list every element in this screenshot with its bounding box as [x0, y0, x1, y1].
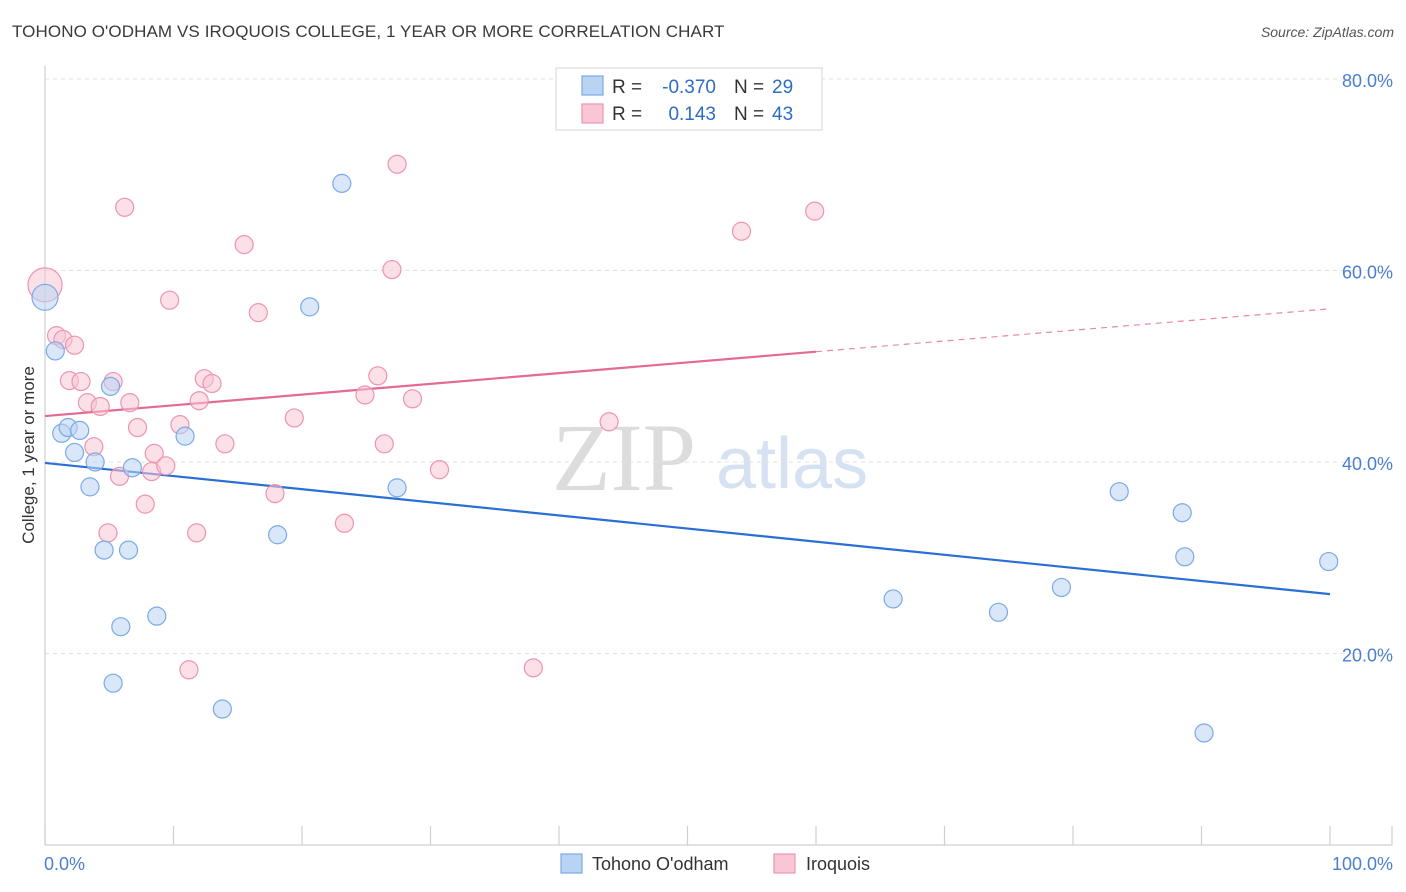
point-iroquois-15	[135, 494, 155, 514]
point-iroquois-26	[215, 434, 235, 454]
point-iroquois-33	[368, 366, 388, 386]
point-tohono-6	[80, 477, 100, 497]
point-iroquois-5	[71, 371, 91, 392]
point-tohono-17	[267, 525, 288, 545]
point-tohono-9	[100, 376, 121, 396]
y-tick-label-40: 40.0%	[1342, 454, 1393, 474]
watermark-atlas: atlas	[716, 424, 868, 504]
series-legend-label-iroquois: Iroquois	[806, 854, 870, 874]
point-tohono-19	[332, 173, 352, 193]
point-iroquois-22	[187, 523, 207, 543]
point-iroquois-39	[523, 658, 543, 678]
point-tohono-16	[212, 699, 232, 719]
point-tohono-14	[147, 606, 167, 626]
point-iroquois-27	[234, 235, 254, 255]
point-tohono-5	[70, 420, 90, 441]
y-tick-label-60: 60.0%	[1342, 263, 1393, 283]
tick-labels: 20.0% 40.0% 60.0% 80.0% 0.0% 100.0%	[44, 71, 1393, 874]
point-tohono-28	[1319, 551, 1339, 572]
point-iroquois-38	[429, 460, 450, 480]
point-tohono-4	[64, 442, 85, 463]
point-tohono-23	[1051, 577, 1072, 598]
trend-line-extension-iroquois	[815, 308, 1331, 353]
point-tohono-13	[122, 458, 142, 478]
point-iroquois-19	[160, 290, 180, 310]
point-tohono-24	[1109, 482, 1129, 502]
point-tohono-20	[387, 478, 407, 498]
point-tohono-25	[1172, 503, 1192, 523]
point-tohono-18	[300, 297, 320, 317]
point-iroquois-40	[599, 412, 619, 432]
point-tohono-26	[1175, 547, 1195, 567]
legend-swatch-tohono	[581, 75, 604, 96]
correlation-legend: R = -0.370 N = 29 R = 0.143 N = 43	[555, 67, 823, 131]
point-iroquois-30	[284, 408, 304, 428]
gridlines	[45, 78, 1392, 654]
y-tick-label-20: 20.0%	[1342, 646, 1393, 666]
point-iroquois-17	[144, 443, 164, 463]
y-axis-label: College, 1 year or more	[19, 366, 38, 544]
y-tick-label-80: 80.0%	[1342, 71, 1393, 91]
point-tohono-12	[118, 540, 139, 560]
point-iroquois-41	[731, 221, 752, 241]
point-iroquois-12	[115, 197, 135, 217]
point-iroquois-18	[156, 456, 176, 476]
legend-r-label-2: R =	[612, 104, 642, 125]
legend-n-value-2: 43	[772, 104, 793, 125]
point-iroquois-28	[248, 303, 268, 323]
point-tohono-7	[85, 452, 105, 472]
watermark-zip: ZIP	[552, 404, 696, 511]
point-iroquois-31	[334, 513, 355, 533]
legend-n-label-1: N =	[734, 77, 764, 98]
trend-line-iroquois	[44, 350, 817, 418]
point-iroquois-42	[805, 201, 825, 221]
source-credit: Source: ZipAtlas.com	[1260, 24, 1394, 40]
point-tohono-8	[94, 540, 114, 560]
x-tick-label-100: 100.0%	[1332, 854, 1393, 874]
legend-r-value-2: 0.143	[668, 104, 716, 125]
axes	[44, 66, 1393, 846]
trend-lines	[44, 308, 1331, 596]
point-tohono-27	[1194, 723, 1214, 743]
point-iroquois-29	[265, 483, 285, 504]
legend-r-value-1: -0.370	[662, 77, 716, 98]
series-legend: Tohono O'odham Iroquois	[560, 853, 870, 874]
legend-r-label-1: R =	[612, 77, 642, 98]
series-legend-label-tohono: Tohono O'odham	[592, 854, 729, 874]
legend-n-value-1: 29	[772, 77, 793, 98]
series-legend-swatch-tohono	[560, 853, 583, 874]
point-iroquois-25	[202, 373, 222, 394]
point-tohono-1	[45, 341, 65, 361]
point-iroquois-32	[355, 385, 375, 405]
data-points	[27, 154, 1339, 743]
legend-swatch-iroquois	[581, 103, 604, 124]
point-iroquois-14	[127, 417, 148, 438]
point-iroquois-4	[64, 335, 85, 355]
point-tohono-10	[103, 673, 123, 693]
x-tick-label-0: 0.0%	[44, 854, 85, 874]
trend-line-tohono	[44, 461, 1331, 596]
chart-title: TOHONO O'ODHAM VS IROQUOIS COLLEGE, 1 YE…	[12, 22, 725, 41]
point-iroquois-21	[179, 660, 199, 680]
point-iroquois-34	[374, 434, 394, 454]
point-tohono-15	[175, 426, 195, 446]
point-tohono-21	[883, 589, 903, 609]
point-tohono-11	[111, 617, 131, 637]
point-tohono-22	[988, 602, 1009, 622]
point-iroquois-13	[120, 393, 140, 413]
point-tohono-0	[31, 283, 59, 311]
point-iroquois-8	[90, 396, 110, 417]
point-iroquois-35	[382, 259, 402, 280]
point-iroquois-9	[98, 523, 118, 543]
series-legend-swatch-iroquois	[773, 853, 796, 874]
legend-n-label-2: N =	[734, 104, 764, 125]
point-iroquois-23	[189, 391, 209, 411]
point-iroquois-36	[387, 154, 407, 174]
point-iroquois-37	[402, 389, 423, 409]
